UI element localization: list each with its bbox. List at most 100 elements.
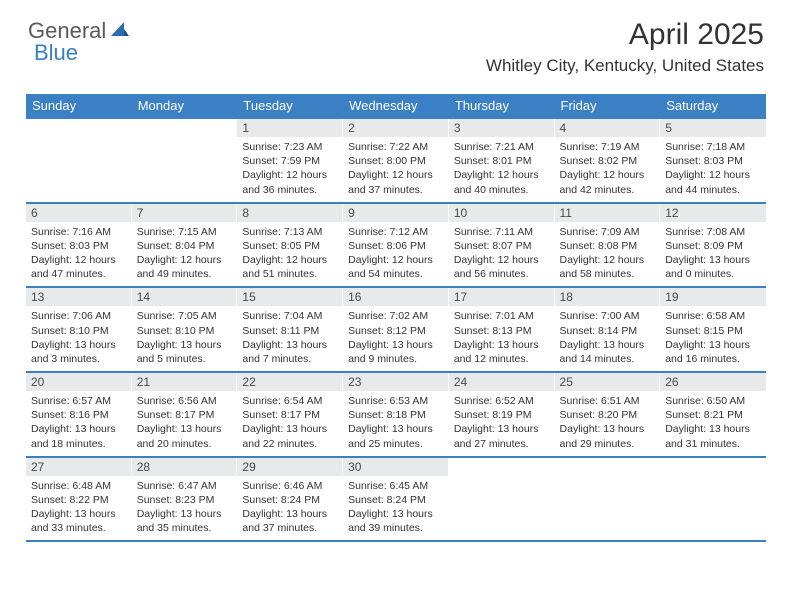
daylight-line: Daylight: 12 hours and 42 minutes. <box>560 168 656 196</box>
sun-info: Sunrise: 7:22 AMSunset: 8:00 PMDaylight:… <box>348 140 444 197</box>
day-header: Saturday <box>660 94 766 117</box>
day-number: 1 <box>237 119 343 137</box>
empty-cell <box>660 458 766 476</box>
empty-cell <box>660 476 766 541</box>
day-cell: Sunrise: 7:01 AMSunset: 8:13 PMDaylight:… <box>449 306 555 371</box>
daylight-line: Daylight: 12 hours and 37 minutes. <box>348 168 444 196</box>
header: General April 2025 Whitley City, Kentuck… <box>0 0 792 84</box>
day-number: 17 <box>449 288 555 306</box>
daylight-line: Daylight: 12 hours and 51 minutes. <box>242 253 338 281</box>
sun-info: Sunrise: 6:58 AMSunset: 8:15 PMDaylight:… <box>665 309 761 366</box>
sunrise-line: Sunrise: 6:54 AM <box>242 394 338 408</box>
day-cell: Sunrise: 7:15 AMSunset: 8:04 PMDaylight:… <box>132 222 238 287</box>
daylight-line: Daylight: 13 hours and 33 minutes. <box>31 507 127 535</box>
day-header: Wednesday <box>343 94 449 117</box>
sunrise-line: Sunrise: 7:08 AM <box>665 225 761 239</box>
sunrise-line: Sunrise: 6:45 AM <box>348 479 444 493</box>
day-number: 13 <box>26 288 132 306</box>
sun-info: Sunrise: 6:56 AMSunset: 8:17 PMDaylight:… <box>137 394 233 451</box>
sunrise-line: Sunrise: 7:19 AM <box>560 140 656 154</box>
sunset-line: Sunset: 8:09 PM <box>665 239 761 253</box>
empty-cell <box>132 119 238 137</box>
sunset-line: Sunset: 8:19 PM <box>454 408 550 422</box>
calendar: SundayMondayTuesdayWednesdayThursdayFrid… <box>26 94 766 540</box>
daylight-line: Daylight: 12 hours and 49 minutes. <box>137 253 233 281</box>
daylight-line: Daylight: 12 hours and 56 minutes. <box>454 253 550 281</box>
day-number: 8 <box>237 204 343 222</box>
day-cell: Sunrise: 6:47 AMSunset: 8:23 PMDaylight:… <box>132 476 238 541</box>
day-cell: Sunrise: 6:54 AMSunset: 8:17 PMDaylight:… <box>237 391 343 456</box>
daylight-line: Daylight: 13 hours and 22 minutes. <box>242 422 338 450</box>
day-cell: Sunrise: 6:56 AMSunset: 8:17 PMDaylight:… <box>132 391 238 456</box>
sun-info: Sunrise: 6:57 AMSunset: 8:16 PMDaylight:… <box>31 394 127 451</box>
daylight-line: Daylight: 13 hours and 9 minutes. <box>348 338 444 366</box>
week-daynum-row: 20212223242526 <box>26 371 766 391</box>
day-number: 7 <box>132 204 238 222</box>
sunrise-line: Sunrise: 6:47 AM <box>137 479 233 493</box>
day-number: 22 <box>237 373 343 391</box>
sunset-line: Sunset: 8:24 PM <box>348 493 444 507</box>
sunrise-line: Sunrise: 7:21 AM <box>454 140 550 154</box>
sun-info: Sunrise: 7:06 AMSunset: 8:10 PMDaylight:… <box>31 309 127 366</box>
daylight-line: Daylight: 13 hours and 31 minutes. <box>665 422 761 450</box>
sun-info: Sunrise: 6:50 AMSunset: 8:21 PMDaylight:… <box>665 394 761 451</box>
day-number: 15 <box>237 288 343 306</box>
sunrise-line: Sunrise: 6:50 AM <box>665 394 761 408</box>
day-number: 11 <box>555 204 661 222</box>
sunset-line: Sunset: 8:08 PM <box>560 239 656 253</box>
daylight-line: Daylight: 13 hours and 16 minutes. <box>665 338 761 366</box>
sun-info: Sunrise: 6:52 AMSunset: 8:19 PMDaylight:… <box>454 394 550 451</box>
logo-blue-text-wrap: Blue <box>34 40 78 66</box>
empty-cell <box>26 137 132 202</box>
sunset-line: Sunset: 8:17 PM <box>137 408 233 422</box>
day-cell: Sunrise: 7:04 AMSunset: 8:11 PMDaylight:… <box>237 306 343 371</box>
sunrise-line: Sunrise: 7:06 AM <box>31 309 127 323</box>
day-header: Sunday <box>26 94 132 117</box>
sunset-line: Sunset: 8:22 PM <box>31 493 127 507</box>
day-number: 20 <box>26 373 132 391</box>
day-cell: Sunrise: 7:05 AMSunset: 8:10 PMDaylight:… <box>132 306 238 371</box>
sun-info: Sunrise: 7:08 AMSunset: 8:09 PMDaylight:… <box>665 225 761 282</box>
sunrise-line: Sunrise: 7:05 AM <box>137 309 233 323</box>
day-cell: Sunrise: 6:50 AMSunset: 8:21 PMDaylight:… <box>660 391 766 456</box>
sunrise-line: Sunrise: 6:51 AM <box>560 394 656 408</box>
sun-info: Sunrise: 7:12 AMSunset: 8:06 PMDaylight:… <box>348 225 444 282</box>
sun-info: Sunrise: 6:53 AMSunset: 8:18 PMDaylight:… <box>348 394 444 451</box>
bottom-rule <box>26 540 766 542</box>
sun-info: Sunrise: 7:19 AMSunset: 8:02 PMDaylight:… <box>560 140 656 197</box>
day-number: 9 <box>343 204 449 222</box>
sunset-line: Sunset: 8:15 PM <box>665 324 761 338</box>
sunset-line: Sunset: 7:59 PM <box>242 154 338 168</box>
day-cell: Sunrise: 6:52 AMSunset: 8:19 PMDaylight:… <box>449 391 555 456</box>
day-number: 28 <box>132 458 238 476</box>
day-cell: Sunrise: 7:09 AMSunset: 8:08 PMDaylight:… <box>555 222 661 287</box>
sunrise-line: Sunrise: 6:56 AM <box>137 394 233 408</box>
day-number: 6 <box>26 204 132 222</box>
day-cell: Sunrise: 7:18 AMSunset: 8:03 PMDaylight:… <box>660 137 766 202</box>
sun-info: Sunrise: 6:45 AMSunset: 8:24 PMDaylight:… <box>348 479 444 536</box>
day-cell: Sunrise: 7:13 AMSunset: 8:05 PMDaylight:… <box>237 222 343 287</box>
day-cell: Sunrise: 7:12 AMSunset: 8:06 PMDaylight:… <box>343 222 449 287</box>
sunrise-line: Sunrise: 6:58 AM <box>665 309 761 323</box>
week-content-row: Sunrise: 6:57 AMSunset: 8:16 PMDaylight:… <box>26 391 766 456</box>
logo-sail-icon <box>111 22 129 43</box>
day-number: 10 <box>449 204 555 222</box>
day-number: 5 <box>660 119 766 137</box>
day-number: 14 <box>132 288 238 306</box>
sunset-line: Sunset: 8:18 PM <box>348 408 444 422</box>
daylight-line: Daylight: 13 hours and 3 minutes. <box>31 338 127 366</box>
sun-info: Sunrise: 7:05 AMSunset: 8:10 PMDaylight:… <box>137 309 233 366</box>
sunset-line: Sunset: 8:07 PM <box>454 239 550 253</box>
sunrise-line: Sunrise: 6:53 AM <box>348 394 444 408</box>
sunrise-line: Sunrise: 7:18 AM <box>665 140 761 154</box>
day-number: 21 <box>132 373 238 391</box>
sunrise-line: Sunrise: 7:16 AM <box>31 225 127 239</box>
day-cell: Sunrise: 7:23 AMSunset: 7:59 PMDaylight:… <box>237 137 343 202</box>
sunrise-line: Sunrise: 6:57 AM <box>31 394 127 408</box>
day-cell: Sunrise: 6:48 AMSunset: 8:22 PMDaylight:… <box>26 476 132 541</box>
day-cell: Sunrise: 7:21 AMSunset: 8:01 PMDaylight:… <box>449 137 555 202</box>
week-daynum-row: 13141516171819 <box>26 286 766 306</box>
sunset-line: Sunset: 8:05 PM <box>242 239 338 253</box>
sunset-line: Sunset: 8:10 PM <box>137 324 233 338</box>
day-cell: Sunrise: 6:45 AMSunset: 8:24 PMDaylight:… <box>343 476 449 541</box>
